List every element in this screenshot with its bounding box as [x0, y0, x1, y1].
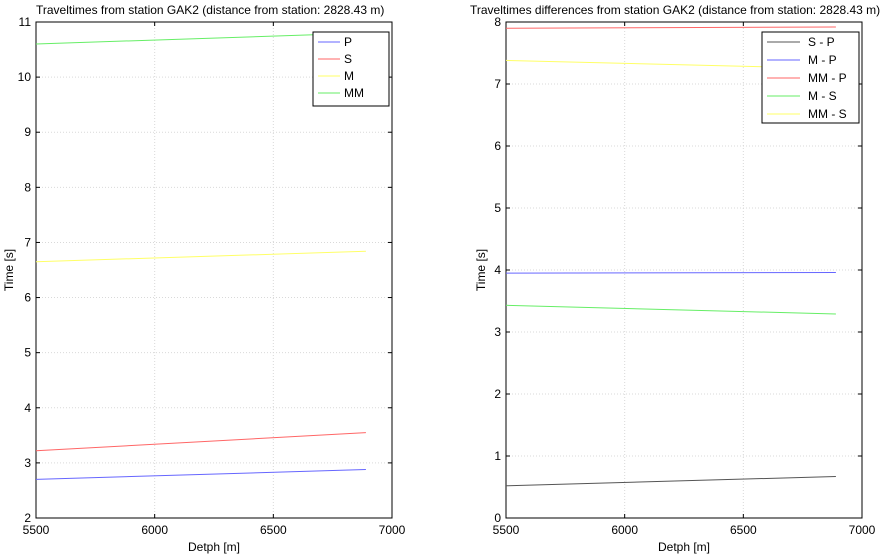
series-line-m-s	[505, 304, 836, 315]
y-tick-label: 4	[24, 401, 31, 415]
legend-entry-label: S - P	[808, 35, 835, 49]
right-legend: S - P M - P MM - P M - S MM - S	[761, 31, 860, 124]
series-line-s	[35, 432, 366, 452]
left-series	[35, 32, 366, 480]
y-tick-label: 3	[494, 325, 501, 339]
x-tick-label: 6000	[141, 523, 168, 537]
left-x-axis-label: Detph [m]	[188, 540, 240, 554]
right-x-axis-label: Detph [m]	[658, 540, 710, 554]
right-grid	[506, 22, 862, 518]
legend-entry-label: MM	[344, 86, 364, 100]
left-plot-frame	[35, 21, 393, 519]
y-tick-label: 4	[494, 263, 501, 277]
y-tick-label: 8	[494, 15, 501, 29]
y-tick-label: 2	[494, 387, 501, 401]
series-line-p	[35, 469, 366, 480]
series-line-m-p	[505, 272, 836, 274]
legend-entry-label: S	[344, 52, 352, 66]
x-tick-label: 6500	[730, 523, 757, 537]
left-grid	[36, 22, 392, 518]
left-y-axis-label: Time [s]	[2, 249, 16, 291]
legend-entry-label: M - S	[808, 89, 837, 103]
y-tick-label: 6	[24, 291, 31, 305]
y-tick-label: 5	[494, 201, 501, 215]
y-tick-label: 8	[24, 180, 31, 194]
x-tick-label: 7000	[379, 523, 406, 537]
legend-entry-label: M - P	[808, 53, 837, 67]
legend-entry-label: M	[344, 69, 354, 83]
series-line-s-p	[505, 476, 836, 487]
y-tick-label: 3	[24, 456, 31, 470]
series-line-mm-p	[505, 26, 836, 29]
y-tick-label: 5	[24, 346, 31, 360]
right-y-axis-label: Time [s]	[474, 249, 488, 291]
y-tick-label: 0	[494, 511, 501, 525]
left-chart: Traveltimes from station GAK2 (distance …	[2, 3, 406, 554]
y-tick-label: 7	[494, 77, 501, 91]
x-tick-label: 5500	[23, 523, 50, 537]
legend-entry-label: MM - S	[808, 107, 847, 121]
x-tick-label: 6500	[260, 523, 287, 537]
x-tick-label: 7000	[849, 523, 876, 537]
y-tick-label: 9	[24, 125, 31, 139]
y-tick-label: 11	[19, 15, 32, 29]
right-ticks: 5500 6000 6500 7000 0 1 2 3 4 5 6 7 8	[493, 15, 876, 537]
left-legend-box	[312, 31, 390, 107]
legend-entry-label: P	[344, 35, 352, 49]
y-tick-label: 6	[494, 139, 501, 153]
series-line-mm	[35, 32, 366, 45]
right-chart-title: Traveltimes differences from station GAK…	[470, 3, 880, 17]
right-chart: Traveltimes differences from station GAK…	[470, 3, 880, 554]
y-tick-label: 10	[18, 70, 32, 84]
x-tick-label: 6000	[611, 523, 638, 537]
x-tick-label: 5500	[493, 523, 520, 537]
left-chart-title: Traveltimes from station GAK2 (distance …	[36, 3, 384, 17]
series-line-m	[35, 250, 366, 263]
left-ticks: 5500 6000 6500 7000 2 3 4 5 6 7 8 9 10 11	[18, 15, 406, 537]
y-tick-label: 2	[24, 511, 31, 525]
y-tick-label: 1	[494, 449, 501, 463]
y-tick-label: 7	[24, 235, 31, 249]
legend-entry-label: MM - P	[808, 71, 847, 85]
